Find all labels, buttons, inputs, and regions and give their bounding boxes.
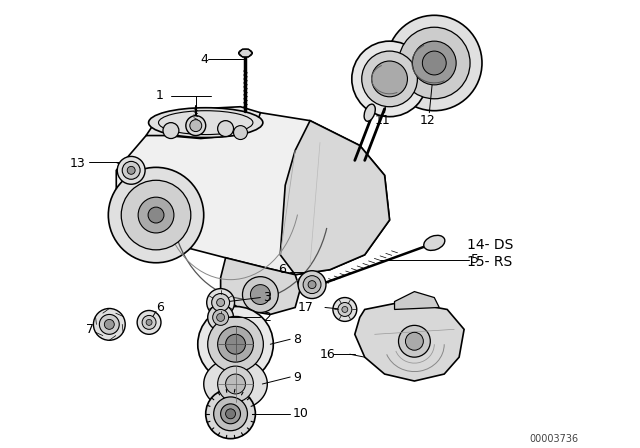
Circle shape	[225, 409, 236, 419]
Circle shape	[104, 319, 115, 329]
Circle shape	[198, 306, 273, 382]
Text: 8: 8	[293, 333, 301, 346]
Polygon shape	[394, 292, 439, 310]
Text: 17: 17	[298, 301, 314, 314]
Ellipse shape	[364, 104, 375, 121]
Circle shape	[342, 306, 348, 312]
Circle shape	[142, 315, 156, 329]
Circle shape	[399, 325, 430, 357]
Circle shape	[250, 284, 270, 305]
Circle shape	[298, 271, 326, 298]
Polygon shape	[239, 49, 252, 57]
Polygon shape	[146, 107, 260, 138]
Text: 15- RS: 15- RS	[467, 255, 513, 269]
Circle shape	[422, 51, 446, 75]
Circle shape	[207, 289, 234, 316]
Circle shape	[406, 332, 423, 350]
Ellipse shape	[424, 235, 445, 250]
Text: 00003736: 00003736	[529, 434, 579, 444]
Circle shape	[122, 161, 140, 179]
Text: 10: 10	[293, 407, 309, 420]
Text: 14- DS: 14- DS	[467, 238, 513, 252]
Circle shape	[352, 41, 428, 116]
Circle shape	[333, 297, 356, 321]
Circle shape	[362, 51, 417, 107]
Circle shape	[218, 366, 253, 402]
Polygon shape	[355, 302, 464, 381]
Text: 6: 6	[278, 263, 286, 276]
Circle shape	[221, 404, 241, 424]
Text: 5: 5	[471, 253, 479, 266]
Text: 11: 11	[374, 114, 390, 127]
Circle shape	[121, 180, 191, 250]
Circle shape	[338, 302, 352, 316]
Text: 12: 12	[419, 114, 435, 127]
Circle shape	[234, 125, 248, 139]
Circle shape	[93, 309, 125, 340]
Circle shape	[208, 305, 234, 330]
Circle shape	[218, 326, 253, 362]
Circle shape	[117, 156, 145, 184]
Circle shape	[225, 334, 246, 354]
Polygon shape	[280, 121, 390, 275]
Text: 6: 6	[156, 301, 164, 314]
Text: 2: 2	[263, 311, 271, 324]
Text: 13: 13	[70, 157, 85, 170]
Circle shape	[163, 123, 179, 138]
Circle shape	[225, 374, 246, 394]
Circle shape	[308, 280, 316, 289]
Circle shape	[372, 61, 408, 97]
Circle shape	[190, 120, 202, 132]
Text: 3: 3	[263, 291, 271, 304]
Circle shape	[218, 121, 234, 137]
Circle shape	[217, 298, 225, 306]
Circle shape	[148, 207, 164, 223]
Polygon shape	[221, 258, 300, 314]
Text: 1: 1	[156, 89, 164, 102]
Circle shape	[399, 27, 470, 99]
Circle shape	[146, 319, 152, 325]
Circle shape	[243, 277, 278, 312]
Text: 7: 7	[86, 323, 95, 336]
Text: 16: 16	[320, 348, 336, 361]
Polygon shape	[116, 113, 390, 275]
Circle shape	[412, 41, 456, 85]
Text: 9: 9	[293, 370, 301, 383]
Circle shape	[387, 15, 482, 111]
Circle shape	[205, 389, 255, 439]
Circle shape	[186, 116, 205, 136]
Circle shape	[138, 197, 174, 233]
Circle shape	[214, 397, 248, 431]
Circle shape	[108, 168, 204, 263]
Circle shape	[137, 310, 161, 334]
Polygon shape	[204, 358, 268, 410]
Text: 4: 4	[201, 52, 209, 65]
Circle shape	[212, 310, 228, 325]
Ellipse shape	[148, 108, 263, 138]
Circle shape	[127, 166, 135, 174]
Circle shape	[208, 316, 263, 372]
Circle shape	[303, 276, 321, 293]
Circle shape	[217, 314, 225, 321]
Circle shape	[99, 314, 119, 334]
Circle shape	[212, 293, 230, 311]
